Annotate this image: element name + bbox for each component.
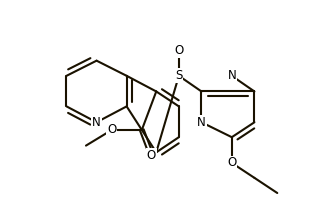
Text: O: O	[147, 149, 156, 162]
Text: N: N	[228, 69, 236, 82]
Text: O: O	[174, 44, 184, 57]
Text: O: O	[227, 156, 236, 169]
Text: S: S	[175, 69, 183, 82]
Text: N: N	[197, 116, 206, 129]
Text: O: O	[107, 123, 116, 136]
Text: N: N	[92, 116, 101, 129]
